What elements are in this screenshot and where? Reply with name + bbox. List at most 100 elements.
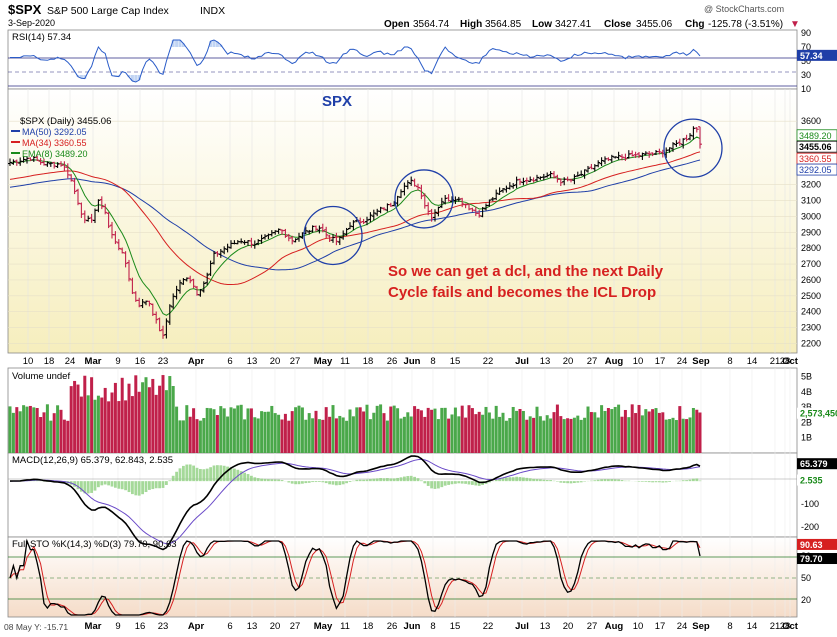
volume-tick: 5B xyxy=(801,372,812,382)
volume-bar xyxy=(199,421,202,453)
macd-hist-bar xyxy=(536,479,539,481)
macd-hist-bar xyxy=(437,481,440,488)
volume-bar xyxy=(128,384,131,453)
volume-bar xyxy=(471,408,474,453)
macd-hist-bar xyxy=(243,473,246,481)
volume-bar xyxy=(362,411,365,453)
macd-hist-bar xyxy=(250,476,253,481)
ohlc-readout: Open 3564.74 High 3564.85 Low 3427.41 Cl… xyxy=(384,19,800,30)
x-tick-label: 14 xyxy=(747,356,758,367)
volume-bar xyxy=(287,421,290,453)
volume-bar xyxy=(223,408,226,453)
macd-hist-bar xyxy=(335,481,338,485)
volume-bar xyxy=(468,405,471,453)
volume-tick: 1B xyxy=(801,433,812,443)
volume-bar xyxy=(294,407,297,453)
volume-bar xyxy=(383,413,386,453)
macd-hist-bar xyxy=(342,481,345,484)
macd-hist-bar xyxy=(366,480,369,482)
macd-hist-bar xyxy=(148,481,151,490)
legend-ma50: MA(50) 3292.05 xyxy=(22,127,87,137)
volume-bar xyxy=(678,406,681,453)
volume-bar xyxy=(488,412,491,453)
x-tick-label: Aug xyxy=(605,621,624,632)
volume-bar xyxy=(576,416,579,453)
macd-hist-bar xyxy=(468,481,471,484)
volume-bar xyxy=(631,404,634,453)
macd-hist-bar xyxy=(267,479,270,481)
close-value: 3455.06 xyxy=(636,19,673,30)
macd-hist-bar xyxy=(121,481,124,489)
volume-bar xyxy=(165,390,168,453)
macd-hist-bar xyxy=(607,479,610,481)
volume-bar xyxy=(447,419,450,453)
volume-bar xyxy=(376,406,379,453)
macd-hist-bar xyxy=(355,480,358,481)
volume-bar xyxy=(162,375,165,453)
volume-bar xyxy=(505,421,508,453)
volume-bar xyxy=(185,405,188,453)
volume-bar xyxy=(43,412,46,453)
volume-bar xyxy=(600,405,603,453)
macd-hist-bar xyxy=(682,480,685,481)
watermark: @ StockCharts.com xyxy=(704,4,784,14)
x-tick-label: 10 xyxy=(23,356,34,367)
x-tick-label: 23 xyxy=(158,621,169,632)
volume-bar xyxy=(563,419,566,453)
volume-bar xyxy=(352,416,355,453)
macd-hist-bar xyxy=(444,481,447,486)
volume-bar xyxy=(593,412,596,453)
volume-bar xyxy=(19,411,22,453)
volume-bar xyxy=(298,406,301,453)
x-tick-label: 21 xyxy=(770,621,781,632)
macd-hist-bar xyxy=(359,480,362,481)
macd-hist-bar xyxy=(519,477,522,481)
price-tick: 2400 xyxy=(801,307,821,317)
volume-bar xyxy=(321,420,324,453)
macd-hist-bar xyxy=(658,481,661,482)
volume-bar xyxy=(580,420,583,453)
volume-bar xyxy=(604,411,607,453)
macd-hist-bar xyxy=(549,480,552,481)
volume-bar xyxy=(372,413,375,453)
volume-bar xyxy=(73,381,76,453)
x-tick-label: Apr xyxy=(188,356,205,367)
volume-bar xyxy=(141,382,144,453)
macd-hist-bar xyxy=(226,467,229,482)
volume-bar xyxy=(641,415,644,453)
macd-hist-bar xyxy=(196,468,199,481)
x-tick-label: 9 xyxy=(115,621,120,632)
volume-bar xyxy=(658,413,661,453)
macd-hist-bar xyxy=(406,476,409,481)
volume-bar xyxy=(233,408,236,453)
macd-hist-bar xyxy=(522,477,525,481)
x-tick-label: 24 xyxy=(677,356,688,367)
volume-bar xyxy=(121,378,124,453)
volume-bar xyxy=(26,407,29,453)
macd-hist-bar xyxy=(168,480,171,481)
macd-hist-bar xyxy=(695,478,698,481)
volume-bar xyxy=(264,412,267,453)
volume-bar xyxy=(318,419,321,453)
legend-ema8: EMA(8) 3489.20 xyxy=(22,149,88,159)
macd-hist-bar xyxy=(573,481,576,483)
macd-hist-bar xyxy=(162,481,165,488)
macd-hist-bar xyxy=(138,481,141,496)
volume-bar xyxy=(406,412,409,453)
volume-bar xyxy=(270,406,273,453)
volume-bar xyxy=(461,406,464,453)
volume-bar xyxy=(151,379,154,453)
sto-tick: 20 xyxy=(801,595,811,605)
macd-hist-bar xyxy=(689,480,692,481)
volume-bar xyxy=(522,411,525,453)
volume-bar xyxy=(454,408,457,453)
volume-bar xyxy=(417,409,420,453)
macd-hist-bar xyxy=(247,474,250,481)
volume-bar xyxy=(379,404,382,453)
volume-bar xyxy=(393,406,396,453)
volume-bar xyxy=(423,417,426,453)
macd-hist-bar xyxy=(580,481,583,482)
macd-hist-bar xyxy=(257,478,260,481)
x-tick-label: 14 xyxy=(747,621,758,632)
